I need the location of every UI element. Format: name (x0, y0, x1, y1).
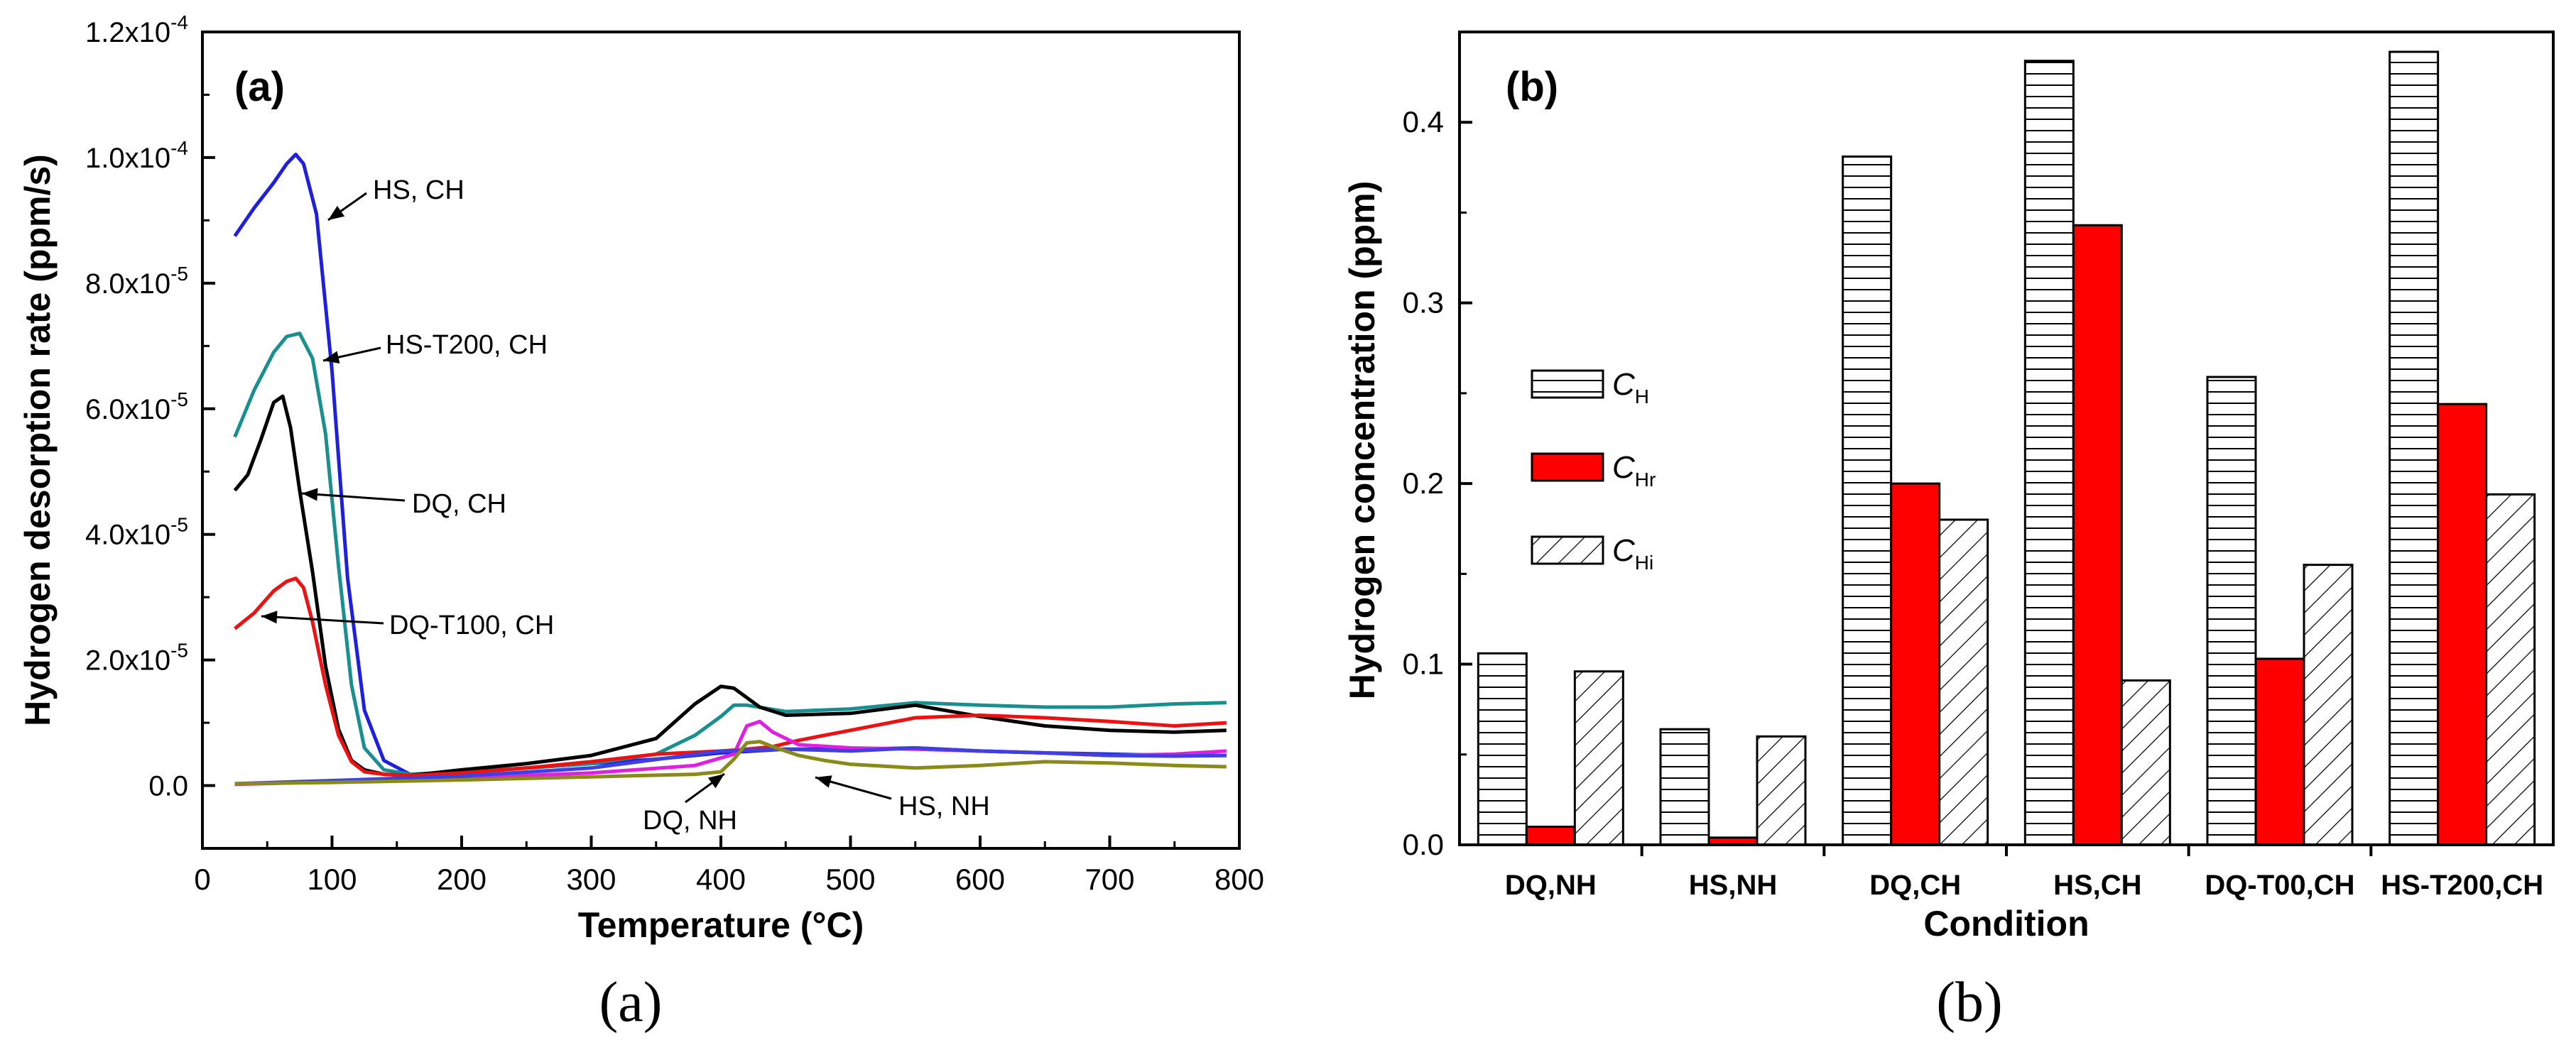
legend-label: CHi (1612, 533, 1653, 574)
line-series-group (233, 153, 1227, 787)
caption-a: (a) (599, 971, 663, 1034)
plot-frame-a (201, 31, 1241, 850)
legend-swatch (1531, 535, 1604, 565)
x-tick-label: DQ,NH (1505, 870, 1597, 901)
x-tick-label: 200 (437, 863, 487, 896)
bar-CH-3 (2023, 60, 2075, 846)
bar-CHi-0 (1573, 670, 1624, 846)
annotation-arrow-head (261, 611, 278, 624)
bar-CH-2 (1842, 155, 1893, 846)
y-tick-label: 0.1 (1403, 647, 1444, 681)
y-tick-label: 1.2x10-4 (85, 11, 188, 48)
annotation-arrow-head (302, 488, 318, 501)
x-tick-label: 700 (1085, 863, 1134, 896)
series-line-3 (234, 576, 1227, 777)
legend: CH CHr CHi (1531, 367, 1656, 574)
bar-CH-4 (2206, 376, 2257, 846)
annotation-label: HS, NH (898, 792, 990, 821)
series-annotations: HS, CH HS-T200, CH DQ, CH DQ-T100, CH DQ, NH… (261, 175, 990, 836)
annotation-arrow-head (323, 351, 340, 364)
x-axis-label-a: Temperature (°C) (578, 905, 864, 945)
y-tick-label: 0.4 (1403, 105, 1444, 138)
y-tick-label: 0.2 (1403, 466, 1444, 500)
legend-label: CH (1612, 367, 1649, 408)
legend-swatch (1531, 369, 1604, 399)
series-line-5 (234, 746, 1227, 786)
y-tick-label: 1.0x10-4 (85, 137, 188, 174)
x-axis-label-b: Condition (1923, 904, 2089, 944)
x-axis-ticks-b: DQ,NH HS,NH DQ,CH HS,CH DQ-T00,CH HS-T200,CH (1505, 845, 2543, 901)
caption-b: (b) (1936, 971, 2002, 1034)
bar-CHr-4 (2254, 657, 2305, 846)
annotation-arrow-line (261, 615, 384, 625)
panel-label-a: (a) (234, 64, 285, 110)
bar-CHr-2 (1890, 482, 1941, 846)
y-axis-label-a: Hydrogen desorption rate (ppm/s) (18, 154, 58, 726)
annotation-label: HS-T200, CH (386, 330, 548, 360)
annotation-arrow-line (301, 492, 406, 502)
bar-group (1477, 50, 2536, 846)
bar-CHr-3 (2072, 224, 2123, 846)
legend-swatch (1531, 452, 1604, 482)
bar-CHi-1 (1756, 735, 1807, 846)
bar-CHr-5 (2437, 403, 2488, 846)
x-tick-label: DQ,CH (1869, 870, 1961, 901)
y-axis-ticks-b: 0.0 0.1 0.2 0.3 0.4 (1403, 31, 1472, 861)
x-tick-label: 800 (1214, 863, 1264, 896)
annotation-arrow-head (707, 774, 724, 789)
y-tick-label: 2.0x10-5 (85, 640, 188, 677)
x-tick-label: 600 (955, 863, 1005, 896)
x-tick-label: 500 (825, 863, 875, 896)
y-axis-label-b: Hydrogen concentration (ppm) (1342, 181, 1382, 700)
bar-CH-0 (1477, 652, 1528, 846)
series-line-6 (234, 740, 1227, 786)
y-tick-label: 8.0x10-5 (85, 263, 188, 300)
bar-CH-5 (2388, 50, 2440, 846)
y-tick-label: 0.0 (1403, 828, 1444, 861)
annotation-arrow-head (328, 205, 345, 220)
annotation-label: HS, CH (373, 175, 464, 205)
annotation-label: DQ, NH (643, 806, 737, 836)
bar-CHi-2 (1938, 518, 1989, 846)
y-tick-label: 6.0x10-5 (85, 388, 188, 425)
x-tick-label: 0 (194, 863, 210, 896)
x-tick-label: 100 (307, 863, 357, 896)
bar-CHi-5 (2485, 493, 2536, 846)
panel-label-b: (b) (1506, 64, 1558, 110)
series-line-1 (233, 332, 1227, 777)
annotation-label: DQ, CH (412, 489, 506, 519)
bar-chart-panel-b: 0.0 0.1 0.2 0.3 0.4 DQ,NH HS,NH DQ,CH HS,CH DQ-T… (1342, 31, 2555, 944)
annotation-label: DQ-T100, CH (389, 611, 554, 640)
x-tick-label: HS,NH (1689, 870, 1777, 901)
x-tick-label: 300 (566, 863, 616, 896)
y-axis-ticks-a: 0.0 2.0x10-5 4.0x10-5 6.0x10-5 8.0x10-5 1.0x1… (85, 11, 215, 850)
y-tick-label: 4.0x10-5 (85, 514, 188, 551)
line-chart-panel-a: 0 100 200 300 400 500 600 700 800 0.0 2.0x10-5 4.0… (18, 11, 1264, 945)
bar-CHi-3 (2120, 679, 2171, 846)
series-line-2 (233, 394, 1227, 777)
x-tick-label: DQ-T00,CH (2205, 870, 2354, 901)
bar-CHr-0 (1525, 826, 1576, 846)
x-tick-label: 400 (696, 863, 746, 896)
bar-CHi-4 (2303, 564, 2354, 846)
x-tick-label: HS-T200,CH (2381, 870, 2543, 901)
series-line-0 (233, 153, 1227, 777)
x-axis-ticks-a: 0 100 200 300 400 500 600 700 800 (194, 836, 1264, 896)
annotation-arrow-head (815, 775, 832, 788)
y-tick-label: 0.0 (148, 771, 188, 802)
bar-CH-1 (1659, 728, 1710, 846)
x-tick-label: HS,CH (2053, 870, 2141, 901)
y-tick-label: 0.3 (1403, 286, 1444, 319)
legend-label: CHr (1612, 450, 1656, 491)
